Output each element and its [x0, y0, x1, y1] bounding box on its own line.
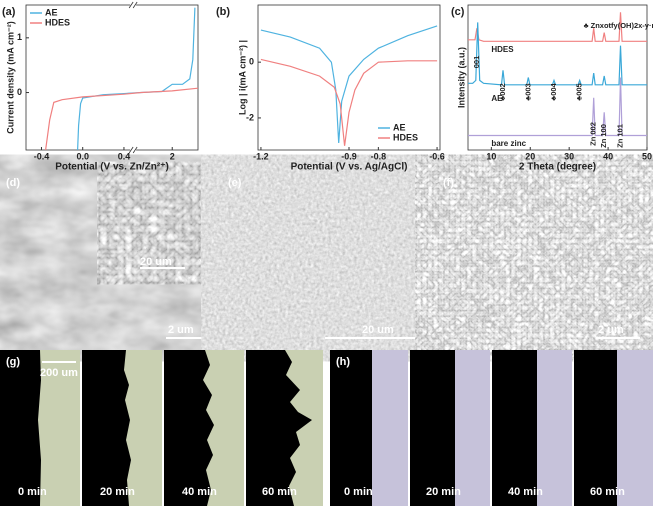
- panel-label: (f): [443, 177, 454, 189]
- plot-frame: [25, 4, 199, 151]
- axis-break: [130, 147, 137, 153]
- panel-f: (f) 2 um: [437, 172, 653, 344]
- y-tick-label: 1: [17, 32, 22, 42]
- panel-label: (b): [216, 6, 230, 18]
- annotation: 001: [472, 56, 481, 69]
- x-tick-label: 30: [564, 151, 574, 161]
- panel-e: (e) 20 um: [222, 172, 430, 344]
- x-tick-label: -0.4: [34, 151, 50, 161]
- x-tick-label: 2: [170, 151, 175, 161]
- x-tick-label: -1.2: [253, 151, 269, 161]
- electrode: [246, 350, 312, 506]
- panel-d: (d) 20 um 2 um: [0, 171, 217, 344]
- x-axis-label: 2 Theta (degree): [519, 162, 596, 173]
- frame-label: 60 min: [262, 486, 297, 498]
- panel-label: (c): [451, 6, 465, 18]
- electrode: [330, 350, 372, 506]
- series-line: [260, 58, 438, 146]
- axis-break: [128, 1, 134, 9]
- axis-break: [132, 146, 138, 154]
- x-tick-label: 0.0: [76, 151, 89, 161]
- frame-label: 0 min: [18, 486, 47, 498]
- inset-image: [107, 171, 217, 275]
- annotation: Zn 101: [616, 124, 625, 148]
- y-axis-label: Intensity (a.u.): [456, 47, 466, 108]
- electrode: [410, 350, 455, 506]
- annotation: ♣005: [575, 83, 584, 100]
- electrode: [164, 350, 214, 506]
- frame-label: 40 min: [182, 486, 217, 498]
- x-tick-label: -0.6: [429, 151, 445, 161]
- x-axis-label: Potential (V vs. Zn/Zn²⁺): [55, 162, 169, 173]
- frame-label: 20 min: [426, 486, 461, 498]
- electrode: [492, 350, 537, 506]
- series-line: [468, 77, 647, 137]
- frame-label: 40 min: [508, 486, 543, 498]
- y-tick-label: -2: [246, 112, 254, 122]
- frame-label: 0 min: [344, 486, 373, 498]
- y-axis-label: Log | i(mA cm⁻²) |: [237, 40, 247, 115]
- annotation: ♣004: [549, 82, 558, 100]
- x-tick-label: -0.9: [341, 151, 357, 161]
- x-tick-label: 40: [603, 151, 613, 161]
- scale-label: 2 um: [598, 324, 624, 336]
- series-label: HDES: [491, 45, 514, 54]
- plot-frame: [467, 4, 648, 151]
- axis-break: [128, 146, 134, 154]
- legend-label: AE: [45, 7, 58, 17]
- sem-image: [437, 172, 653, 344]
- legend-label: AE: [393, 122, 406, 132]
- axis-break: [132, 1, 138, 9]
- annotation: ♣ Znxotfy(OH)2x-y·nH2O: [584, 21, 653, 30]
- x-tick-label: 10: [486, 151, 496, 161]
- x-tick-label: 20: [525, 151, 535, 161]
- panel-label: (h): [336, 356, 350, 368]
- axis-break: [130, 2, 137, 8]
- frame-label: 20 min: [100, 486, 135, 498]
- x-tick-label: 0.4: [118, 151, 131, 161]
- panel-label: (e): [228, 177, 242, 189]
- electrode: [574, 350, 617, 506]
- legend-label: HDES: [393, 132, 418, 142]
- scale-label: 20 um: [362, 324, 394, 336]
- y-tick-label: 0: [17, 87, 22, 97]
- electrode: [0, 350, 41, 506]
- panel-label: (d): [6, 177, 20, 189]
- annotation: ♣003: [523, 83, 532, 100]
- series-label: AE: [491, 94, 503, 103]
- x-tick-label: -0.8: [371, 151, 387, 161]
- annotation: ♣002: [498, 83, 507, 100]
- panel-h: (h) 0 min 20 min 40 min 60 min: [330, 350, 653, 506]
- panel-label: (a): [2, 6, 16, 18]
- legend-label: HDES: [45, 17, 70, 27]
- panel-g: (g) 200 um 0 min 20 min 40 min 60 min: [0, 350, 323, 506]
- series-line: [468, 22, 647, 86]
- series-line: [77, 7, 196, 151]
- x-tick-label: 50: [642, 151, 652, 161]
- electrode: [82, 350, 131, 506]
- annotation: Zn 002: [589, 122, 598, 146]
- series-line: [260, 25, 438, 144]
- series-line: [45, 87, 199, 151]
- scale-label: 2 um: [168, 324, 194, 336]
- scale-label: 200 um: [40, 367, 78, 379]
- y-axis-label: Current density (mA cm⁻²): [5, 21, 15, 133]
- sem-image: [222, 172, 430, 344]
- annotation: Zn 100: [599, 124, 608, 148]
- y-tick-label: 0: [249, 57, 254, 67]
- frame-label: 60 min: [590, 486, 625, 498]
- series-label: bare zinc: [491, 139, 526, 148]
- inset-scale-label: 20 um: [140, 256, 172, 268]
- x-axis-label: Potential (V vs. Ag/AgCl): [291, 162, 408, 173]
- panel-label: (g): [6, 356, 20, 368]
